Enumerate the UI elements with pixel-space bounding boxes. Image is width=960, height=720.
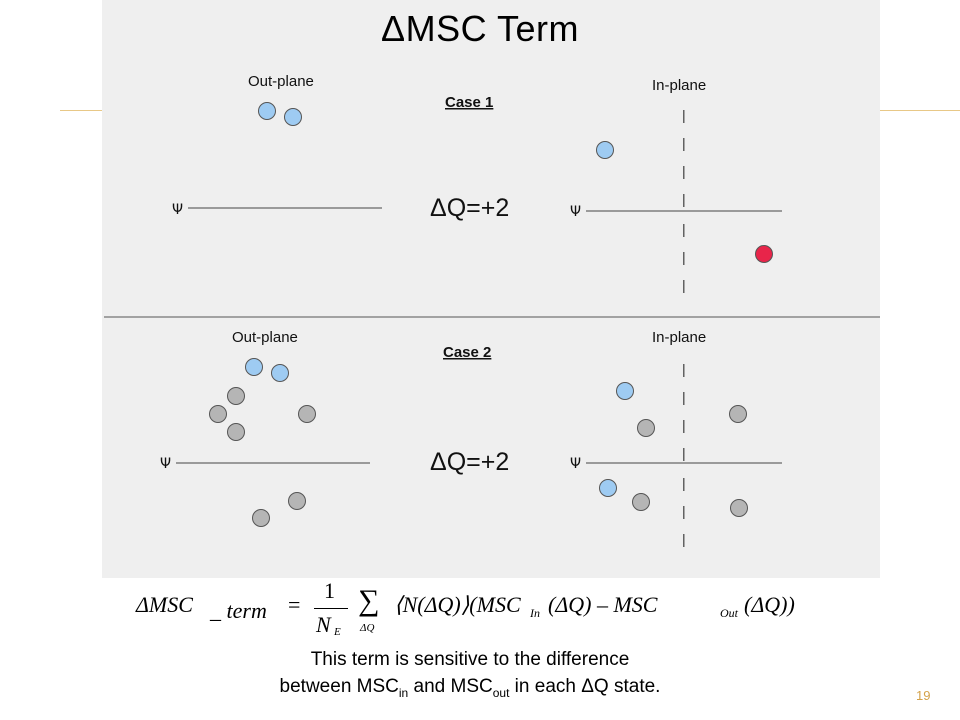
page-number: 19 xyxy=(916,688,931,703)
case2-out-gray-dot xyxy=(209,405,227,423)
svg-text:|: | xyxy=(682,389,686,405)
svg-text:|: | xyxy=(682,503,686,519)
case2-out-blue-dot xyxy=(245,358,263,376)
formula-fraction-bar xyxy=(314,608,348,609)
caption-sub-out: out xyxy=(492,685,510,700)
case1-psi-left: Ψ xyxy=(172,202,183,218)
svg-text:|: | xyxy=(682,135,686,151)
case2-in-gray-dot xyxy=(729,405,747,423)
case2-psi-right: Ψ xyxy=(570,456,581,472)
caption: This term is sensitive to the difference… xyxy=(200,646,740,707)
case2-out-blue-dot xyxy=(271,364,289,382)
case2-out-gray-dot xyxy=(298,405,316,423)
svg-text:|: | xyxy=(682,191,686,207)
formula-sub-in: In xyxy=(530,606,540,620)
decorative-rule-left xyxy=(60,110,104,111)
formula-sum-symbol: ∑ xyxy=(358,584,380,617)
formula-denominator-sub: E xyxy=(334,626,341,638)
case1-in-plane-label: In-plane xyxy=(652,77,706,94)
case2-out-gray-dot xyxy=(252,509,270,527)
svg-text:|: | xyxy=(682,221,686,237)
case1-out-blue-dot xyxy=(258,102,276,120)
case1-out-blue-dot xyxy=(284,108,302,126)
case1-in-red-dot xyxy=(755,245,773,263)
case1-label: Case 1 xyxy=(445,94,493,111)
case1-out-plane-label: Out-plane xyxy=(248,73,314,90)
svg-text:|: | xyxy=(682,277,686,293)
caption-sub-in: in xyxy=(398,685,409,700)
case1-psi-right: Ψ xyxy=(570,204,581,220)
case2-vertical-dashes: | | | | | | | xyxy=(682,361,686,547)
formula-equals: = xyxy=(288,592,301,617)
caption-line1: This term is sensitive to the difference xyxy=(310,649,630,670)
formula-body-part2: (ΔQ) – MSC xyxy=(548,592,658,617)
svg-text:|: | xyxy=(682,531,686,547)
case1-in-blue-dot xyxy=(596,141,614,159)
formula-lhs-term: _ term xyxy=(210,598,267,623)
case2-psi-left: Ψ xyxy=(160,456,171,472)
caption-line2: between MSCin and MSCout in each ΔQ stat… xyxy=(200,673,740,707)
formula-numerator: 1 xyxy=(324,578,335,603)
slide-title: ΔMSC Term xyxy=(381,8,579,49)
caption-line2-a: between MSC xyxy=(279,676,399,697)
svg-text:|: | xyxy=(682,163,686,179)
case2-out-gray-dot xyxy=(288,492,306,510)
case2-in-gray-dot xyxy=(632,493,650,511)
svg-text:|: | xyxy=(682,475,686,491)
case2-in-gray-dot xyxy=(730,499,748,517)
svg-text:|: | xyxy=(682,445,686,461)
formula-body-part3: (ΔQ)) xyxy=(744,592,795,617)
decorative-rule-right xyxy=(880,110,960,111)
formula-sub-out: Out xyxy=(720,606,738,620)
case2-out-plane-label: Out-plane xyxy=(232,329,298,346)
case2-in-blue-dot xyxy=(599,479,617,497)
delta-msc-formula: ΔMSC _ term = 1 N E ∑ ΔQ ⟨N(ΔQ)⟩(MSC In … xyxy=(130,578,830,642)
case2-dq-label: ΔQ=+2 xyxy=(430,448,509,476)
formula-lhs: ΔMSC xyxy=(136,592,193,617)
case2-in-plane-label: In-plane xyxy=(652,329,706,346)
case1-dq-label: ΔQ=+2 xyxy=(430,194,509,222)
case2-out-gray-dot xyxy=(227,423,245,441)
diagram-panel xyxy=(102,0,880,578)
case2-label: Case 2 xyxy=(443,344,491,361)
svg-text:|: | xyxy=(682,107,686,123)
svg-text:|: | xyxy=(682,249,686,265)
formula-sum-sub: ΔQ xyxy=(360,622,375,634)
svg-text:|: | xyxy=(682,417,686,433)
caption-line2-c: in each ΔQ state. xyxy=(509,676,661,697)
svg-text:|: | xyxy=(682,361,686,377)
formula-body-part1: ⟨N(ΔQ)⟩(MSC xyxy=(394,592,521,617)
case2-in-gray-dot xyxy=(637,419,655,437)
formula-denominator: N xyxy=(316,612,331,637)
case2-out-gray-dot xyxy=(227,387,245,405)
case1-vertical-dashes: | | | | | | | xyxy=(682,107,686,293)
case2-in-blue-dot xyxy=(616,382,634,400)
caption-line2-b: and MSC xyxy=(408,676,493,697)
